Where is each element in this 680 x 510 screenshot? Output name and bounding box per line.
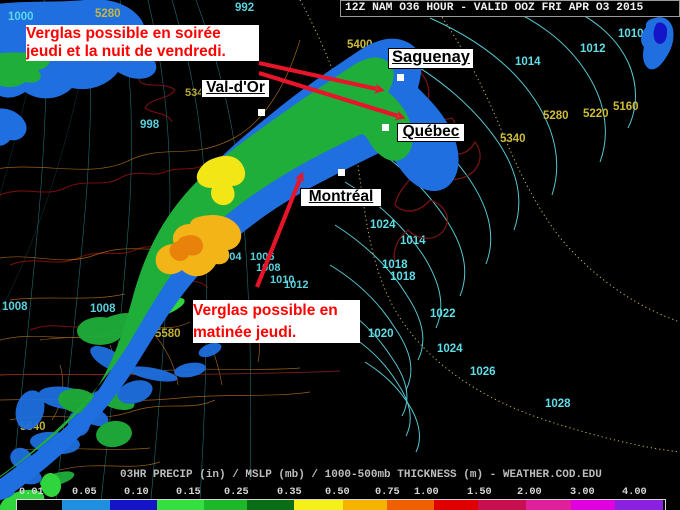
svg-text:5280: 5280 [543,110,569,122]
svg-text:1028: 1028 [545,398,571,410]
svg-text:1018: 1018 [390,271,416,283]
svg-text:1026: 1026 [470,366,496,378]
svg-text:5340: 5340 [500,133,526,145]
svg-text:1012: 1012 [580,43,606,55]
svg-text:5160: 5160 [613,101,639,113]
svg-text:1008: 1008 [90,303,116,315]
svg-text:1010: 1010 [618,28,644,40]
svg-text:5280: 5280 [95,8,121,20]
svg-text:1024: 1024 [370,219,396,231]
svg-text:1014: 1014 [515,56,541,68]
svg-text:1012: 1012 [284,279,308,291]
svg-text:1020: 1020 [368,328,394,340]
svg-text:1000: 1000 [8,11,34,23]
svg-text:992: 992 [235,2,254,14]
svg-text:1022: 1022 [430,308,456,320]
svg-text:1024: 1024 [437,343,463,355]
svg-text:5580: 5580 [155,328,181,340]
svg-text:5220: 5220 [583,108,609,120]
svg-text:1014: 1014 [400,235,426,247]
svg-text:1008: 1008 [2,301,28,313]
svg-text:998: 998 [140,119,160,131]
